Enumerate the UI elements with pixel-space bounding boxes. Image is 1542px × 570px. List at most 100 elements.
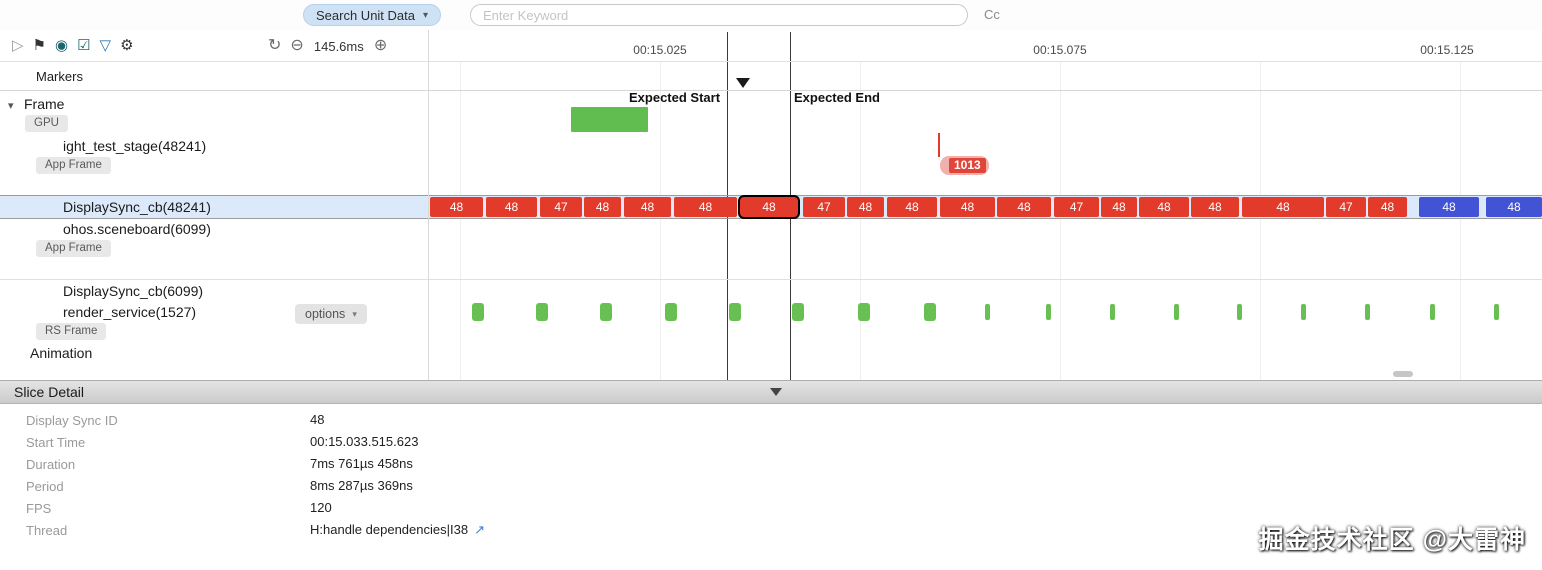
rs-frame-mark[interactable] xyxy=(1301,304,1306,320)
timeline-gridline xyxy=(1060,62,1061,380)
slice-block[interactable]: 48 xyxy=(1191,197,1239,217)
detail-value: 7ms 761µs 458ns xyxy=(310,456,413,471)
slice-block[interactable]: 48 xyxy=(584,197,621,217)
slice-block[interactable]: 48 xyxy=(997,197,1051,217)
detail-row-fps: FPS 120 xyxy=(0,498,1542,519)
separator xyxy=(0,279,1542,280)
slice-block[interactable]: 48 xyxy=(1139,197,1189,217)
slice-block[interactable]: 48 xyxy=(486,197,537,217)
slice-block[interactable]: 48 xyxy=(430,197,483,217)
zoom-out-icon[interactable]: ⊖ xyxy=(290,37,304,54)
zoom-level: 145.6ms xyxy=(313,38,364,54)
rs-frame-mark[interactable] xyxy=(1430,304,1435,320)
detail-collapse-triangle[interactable] xyxy=(770,388,782,396)
rs-frame-mark[interactable] xyxy=(924,303,936,321)
frame-overrun-tick xyxy=(938,133,940,157)
timeline-marker-handle[interactable] xyxy=(736,78,750,88)
slice-block[interactable]: 47 xyxy=(540,197,582,217)
slice-block[interactable]: 48 xyxy=(940,197,995,217)
timeline-gridline xyxy=(660,62,661,380)
thread-jump-link-icon[interactable]: ↗ xyxy=(474,522,485,537)
rs-frame-mark[interactable] xyxy=(536,303,548,321)
rs-frame-mark[interactable] xyxy=(792,303,804,321)
case-sensitive-toggle[interactable]: Cc xyxy=(984,7,1000,22)
rs-frame-mark[interactable] xyxy=(858,303,870,321)
detail-row-start-time: Start Time 00:15.033.515.623 xyxy=(0,432,1542,453)
track-sceneboard-label[interactable]: ohos.sceneboard(6099) xyxy=(63,221,211,237)
collapse-triangle-icon[interactable]: ▾ xyxy=(8,100,14,112)
flag-icon[interactable]: ⚑ xyxy=(32,37,46,54)
detail-label: FPS xyxy=(26,501,52,516)
slice-block[interactable]: 48 xyxy=(740,197,798,217)
slice-block[interactable]: 48 xyxy=(1419,197,1479,217)
watermark: 掘金技术社区 @大雷神 xyxy=(1258,526,1526,554)
detail-value: H:handle dependencies|I38 ↗ xyxy=(310,522,485,538)
track-animation-label[interactable]: Animation xyxy=(30,345,93,361)
rs-frame-mark[interactable] xyxy=(1110,304,1115,320)
rs-frame-mark[interactable] xyxy=(1046,304,1051,320)
timeline-gridline xyxy=(1260,62,1261,380)
track-display-sync-6099-label[interactable]: DisplaySync_cb(6099) xyxy=(63,283,204,299)
slice-block[interactable]: 48 xyxy=(847,197,884,217)
options-label: options xyxy=(305,307,346,321)
track-render-service-label[interactable]: render_service(1527) xyxy=(63,304,197,320)
slice-block[interactable]: 47 xyxy=(1054,197,1099,217)
record-icon[interactable]: ◉ xyxy=(55,37,69,54)
render-service-row xyxy=(428,303,1542,321)
filter-icon[interactable]: ▽ xyxy=(99,37,112,54)
rs-frame-mark[interactable] xyxy=(729,303,741,321)
gpu-activity-bar[interactable] xyxy=(571,107,648,132)
search-input[interactable] xyxy=(470,4,968,26)
slice-block[interactable]: 48 xyxy=(1242,197,1324,217)
slice-block[interactable]: 48 xyxy=(674,197,737,217)
rs-frame-mark[interactable] xyxy=(1174,304,1179,320)
gpu-badge: GPU xyxy=(25,115,68,132)
rs-frame-mark[interactable] xyxy=(1494,304,1499,320)
checklist-icon[interactable]: ☑ xyxy=(77,37,91,54)
app-frame-badge: App Frame xyxy=(36,157,111,174)
detail-label: Display Sync ID xyxy=(26,413,118,428)
app-frame-badge: App Frame xyxy=(36,240,111,257)
zoom-controls: ↻ ⊖ 145.6ms ⊕ xyxy=(268,36,387,56)
detail-label: Period xyxy=(26,479,64,494)
frame-marker-1013[interactable]: 1013 xyxy=(940,156,989,175)
slice-block[interactable]: 48 xyxy=(1368,197,1407,217)
horizontal-scrollbar-thumb[interactable] xyxy=(1393,371,1413,377)
chevron-down-icon: ▾ xyxy=(352,308,357,319)
rs-frame-mark[interactable] xyxy=(600,303,612,321)
slice-block[interactable]: 48 xyxy=(1101,197,1137,217)
slice-detail-title: Slice Detail xyxy=(14,384,85,400)
expected-end-label: Expected End xyxy=(794,90,880,105)
slice-block[interactable]: 48 xyxy=(624,197,671,217)
rs-frame-mark[interactable] xyxy=(1365,304,1370,320)
search-scope-dropdown[interactable]: Search Unit Data ▾ xyxy=(303,4,442,26)
track-display-sync-48241-label[interactable]: DisplaySync_cb(48241) xyxy=(63,199,211,215)
slice-block[interactable]: 47 xyxy=(803,197,845,217)
detail-value: 48 xyxy=(310,412,325,427)
rs-frame-mark[interactable] xyxy=(985,304,990,320)
panel-resizer[interactable] xyxy=(428,30,429,380)
play-icon[interactable]: ▷ xyxy=(12,37,24,54)
detail-row-display-sync-id: Display Sync ID 48 xyxy=(0,410,1542,431)
timeline-canvas[interactable]: 00:15.025 00:15.075 00:15.125 Expected Sta… xyxy=(428,30,1542,380)
settings-gear-icon[interactable]: ⚙ xyxy=(120,37,134,54)
rs-frame-mark[interactable] xyxy=(1237,304,1242,320)
detail-label: Thread xyxy=(26,523,68,538)
separator xyxy=(0,61,1542,62)
toolbar: ▷ ⚑ ◉ ☑ ▽ ⚙ xyxy=(12,36,134,56)
zoom-in-icon[interactable]: ⊕ xyxy=(373,37,388,54)
slice-block[interactable]: 47 xyxy=(1326,197,1366,217)
zoom-reset-icon[interactable]: ↻ xyxy=(268,37,282,54)
rs-frame-mark[interactable] xyxy=(665,303,677,321)
options-dropdown[interactable]: options ▾ xyxy=(295,304,367,324)
detail-value: 00:15.033.515.623 xyxy=(310,434,419,449)
detail-row-thread: Thread H:handle dependencies|I38 ↗ xyxy=(0,520,1542,541)
track-frame-label[interactable]: Frame xyxy=(24,96,65,112)
track-ight-test-stage-label[interactable]: ight_test_stage(48241) xyxy=(63,138,207,154)
detail-row-duration: Duration 7ms 761µs 458ns xyxy=(0,454,1542,475)
slice-block[interactable]: 48 xyxy=(887,197,937,217)
detail-value: 120 xyxy=(310,500,332,515)
rs-frame-mark[interactable] xyxy=(472,303,484,321)
slice-block[interactable]: 48 xyxy=(1486,197,1542,217)
timeline-gridline xyxy=(1460,62,1461,380)
